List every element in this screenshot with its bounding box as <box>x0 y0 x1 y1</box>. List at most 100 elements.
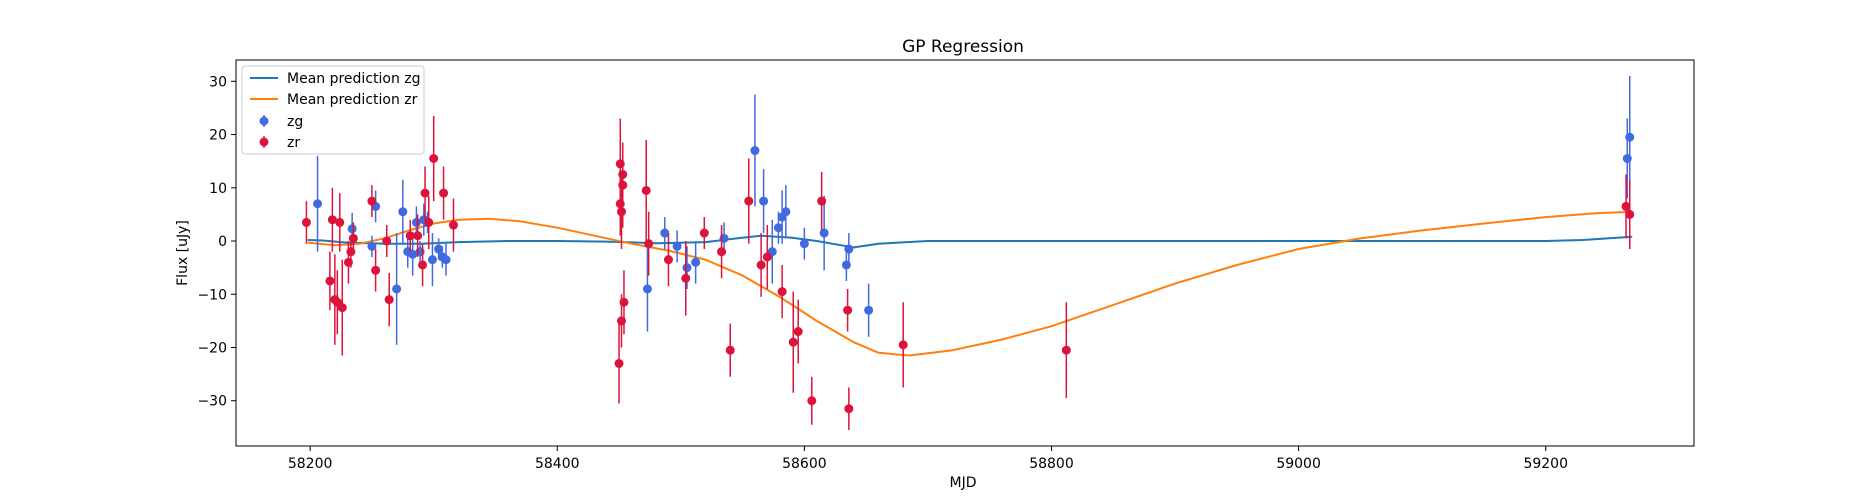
point-marker <box>672 241 682 251</box>
y-tick-label: 30 <box>209 74 227 90</box>
plot-area <box>301 75 1635 431</box>
y-axis-ticks: −30 −20 −10 0 10 20 30 <box>197 74 236 410</box>
point-marker <box>382 236 392 246</box>
data-point-zr <box>418 243 428 287</box>
point-marker <box>367 196 377 206</box>
x-tick-label: 58200 <box>288 456 333 472</box>
point-marker <box>777 287 787 297</box>
point-marker <box>807 396 817 406</box>
point-marker <box>762 252 772 262</box>
data-point-zr <box>793 299 803 364</box>
point-marker <box>725 345 735 355</box>
data-point-zr <box>807 376 817 425</box>
point-marker <box>301 217 311 227</box>
data-point-zg <box>750 94 760 207</box>
point-marker <box>793 327 803 337</box>
x-tick-label: 58400 <box>535 456 580 472</box>
data-point-zr <box>1625 179 1635 250</box>
data-point-zg <box>427 233 437 287</box>
data-point-zr <box>762 225 772 289</box>
point-marker <box>618 180 628 190</box>
data-point-zr <box>420 166 430 220</box>
point-marker <box>371 265 381 275</box>
point-marker <box>347 224 357 234</box>
data-point-zg <box>441 243 451 276</box>
data-point-zg <box>642 246 652 332</box>
data-point-zr <box>663 233 673 287</box>
data-point-zr <box>413 214 423 257</box>
point-marker <box>691 257 701 267</box>
point-marker <box>367 241 377 251</box>
point-marker <box>773 223 783 233</box>
point-marker <box>413 231 423 241</box>
data-point-zr <box>844 387 854 431</box>
point-marker <box>1621 201 1631 211</box>
data-point-zg <box>313 155 323 252</box>
data-point-zr <box>337 259 347 356</box>
point-marker <box>439 188 449 198</box>
point-marker <box>682 263 692 273</box>
chart-title: GP Regression <box>902 37 1024 57</box>
point-marker <box>348 233 358 243</box>
data-point-zr <box>614 323 624 404</box>
data-point-zg <box>392 233 402 345</box>
point-marker <box>759 196 769 206</box>
data-point-zg <box>781 185 791 239</box>
data-point-zr <box>817 171 827 231</box>
data-point-zr <box>429 115 439 202</box>
y-tick-label: −10 <box>197 287 227 303</box>
point-marker <box>313 199 323 209</box>
point-marker <box>788 337 798 347</box>
y-tick-label: −30 <box>197 394 227 410</box>
data-point-zr <box>618 142 628 228</box>
legend-box <box>241 65 425 155</box>
x-tick-label: 58800 <box>1029 456 1074 472</box>
data-point-zr <box>1621 174 1631 239</box>
point-marker <box>660 228 670 238</box>
legend-label-zr: zr <box>287 135 300 151</box>
point-marker <box>844 244 854 254</box>
point-marker <box>799 239 809 249</box>
point-marker <box>325 276 335 286</box>
data-point-zr <box>777 264 787 319</box>
data-point-zr <box>367 185 377 218</box>
data-point-zr <box>619 270 629 335</box>
point-marker <box>663 255 673 265</box>
data-point-zr <box>335 193 345 252</box>
point-marker <box>1625 132 1635 142</box>
legend-zr-marker <box>259 136 269 148</box>
data-point-zr <box>424 195 434 250</box>
point-marker <box>864 305 874 315</box>
point-marker <box>898 340 908 350</box>
data-point-zr <box>788 291 798 393</box>
point-marker <box>392 284 402 294</box>
point-marker <box>1061 345 1071 355</box>
data-point-zr <box>756 233 766 297</box>
point-marker <box>619 297 629 307</box>
point-marker <box>434 244 444 254</box>
data-point-zr <box>1061 302 1071 399</box>
point-marker <box>750 146 760 156</box>
data-point-zr <box>325 251 335 311</box>
x-tick-label: 59200 <box>1523 456 1568 472</box>
point-marker <box>337 303 347 313</box>
point-marker <box>448 220 458 230</box>
data-point-zg <box>1625 75 1635 199</box>
data-point-zr <box>717 225 727 279</box>
data-point-zg <box>672 230 682 263</box>
point-marker <box>384 295 394 305</box>
y-tick-label: 20 <box>209 128 227 144</box>
point-marker <box>644 239 654 249</box>
data-point-zr <box>699 217 709 250</box>
point-marker <box>441 255 451 265</box>
y-axis-label: Flux [uJy] <box>175 220 191 286</box>
data-point-zr <box>681 241 691 316</box>
point-marker <box>424 217 434 227</box>
data-point-zr <box>348 222 358 255</box>
data-point-zr <box>405 219 415 252</box>
point-marker <box>819 228 829 238</box>
y-tick-label: 0 <box>218 234 227 250</box>
point-marker <box>420 188 430 198</box>
data-point-zr <box>448 198 458 252</box>
